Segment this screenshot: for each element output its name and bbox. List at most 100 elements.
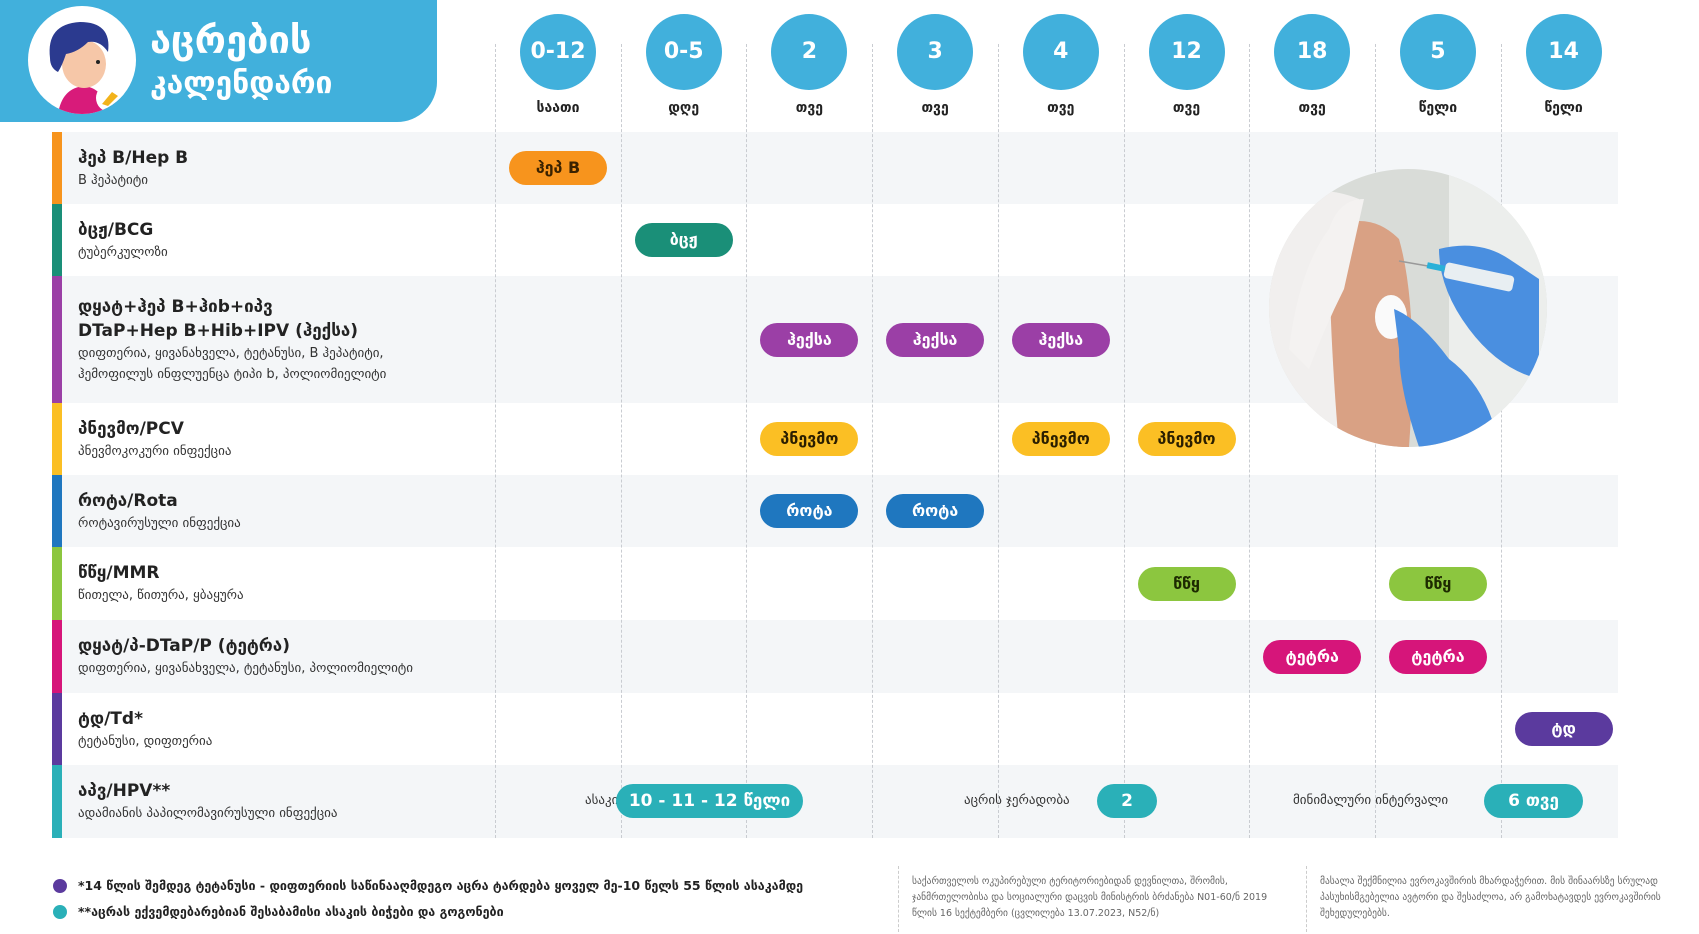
vaccine-description: ადამიანის პაპილომავირუსული ინფექცია — [78, 806, 338, 821]
age-unit-label: წელი — [1418, 100, 1458, 116]
age-value-badge: 3 — [897, 14, 974, 90]
vaccine-name: დყატ/პ-DTaP/P (ტეტრა) — [78, 636, 290, 656]
age-column-header: 12 თვე — [1124, 14, 1250, 116]
age-value-badge: 18 — [1274, 14, 1351, 90]
age-unit-label: თვე — [795, 100, 824, 116]
age-column-header: 14 წელი — [1501, 14, 1627, 116]
table-row: წწყ/MMR წითელა, წითურა, ყბაყურა — [52, 547, 1618, 620]
vaccine-dose-pill: ჰეპ B — [509, 151, 607, 185]
vaccine-description: წითელა, წითურა, ყბაყურა — [78, 588, 244, 603]
vaccine-name: როტა/Rota — [78, 490, 178, 511]
age-value-badge: 0-5 — [645, 14, 722, 90]
vaccine-dose-pill: პნევმო — [1011, 422, 1110, 456]
vaccine-name: ბცჟ/BCG — [78, 219, 154, 240]
table-row: ბცჟ/BCG ტუბერკულოზი — [52, 204, 1618, 276]
footnote-td: *14 წლის შემდეგ ტეტანუსი - დიფთერიის საწ… — [78, 878, 804, 893]
vaccine-name: DTaP+Hep B+Hib+IPV (ჰექსა) — [78, 320, 359, 341]
row-color-bar — [52, 403, 62, 475]
vaccine-name: დყატ+ჰეპ B+ჰიb+იპვ — [78, 296, 273, 317]
row-color-bar — [52, 765, 62, 838]
vaccine-description: დიფთერია, ყივანახველა, ტეტანუსი, B ჰეპატ… — [78, 345, 384, 361]
table-row: აპვ/HPV** ადამიანის პაპილომავირუსული ინფე… — [52, 765, 1618, 838]
age-column-header: 18 თვე — [1249, 14, 1375, 116]
age-value-badge: 14 — [1525, 14, 1602, 90]
column-divider — [495, 44, 496, 838]
row-color-bar — [52, 475, 62, 547]
vaccine-description: პნევმოკოკური ინფექცია — [78, 443, 232, 459]
age-column-header: 0-12 საათი — [495, 14, 621, 116]
hpv-age-pill: 10 - 11 - 12 წელი — [616, 784, 803, 818]
age-unit-label: წელი — [1544, 100, 1583, 116]
table-row: პნევმო/PCV პნევმოკოკური ინფექცია — [52, 403, 1618, 475]
vaccine-dose-pill: ჰექსა — [886, 322, 985, 357]
vaccine-dose-pill: ტეტრა — [1263, 639, 1362, 674]
age-value-badge: 12 — [1148, 14, 1225, 90]
vaccine-label: ტდ/Td* ტეტანუსი, დიფთერია — [78, 693, 498, 765]
vaccination-photo — [1269, 169, 1547, 447]
title-line-1: აცრების — [150, 18, 312, 62]
column-divider — [1123, 44, 1125, 838]
column-divider — [1249, 44, 1251, 838]
footnote-td-dot-icon — [53, 879, 67, 893]
age-column-header: 4 თვე — [998, 14, 1124, 116]
age-column-header: 0-5 დღე — [621, 14, 747, 116]
row-color-bar — [52, 132, 62, 204]
row-color-bar — [52, 204, 62, 276]
footer-divider — [1306, 866, 1307, 932]
column-divider — [872, 44, 874, 838]
vaccine-name: ტდ/Td* — [78, 708, 143, 729]
row-color-bar — [52, 276, 62, 403]
vaccine-dose-pill: ჰექსა — [1011, 322, 1110, 357]
age-column-header: 2 თვე — [746, 14, 872, 116]
page-title: აცრების კალენდარი — [150, 18, 332, 106]
vaccine-label: ბცჟ/BCG ტუბერკულოზი — [78, 204, 498, 276]
vaccine-description: ჰემოფილუს ინფლუენცა ტიპი b, პოლიომიელიტი — [78, 366, 387, 382]
hpv-interval-label: მინიმალური ინტერვალი — [1293, 793, 1449, 808]
vaccine-dose-pill: ტეტრა — [1388, 639, 1487, 674]
row-color-bar — [52, 547, 62, 620]
footer-divider — [898, 866, 899, 932]
vaccine-description: დიფთერია, ყივანახველა, ტეტანუსი, პოლიომი… — [78, 661, 414, 676]
age-value-badge: 4 — [1022, 14, 1099, 90]
vaccine-dose-pill: ბცჟ — [634, 223, 733, 257]
vaccine-dose-pill: პნევმო — [1137, 422, 1236, 456]
hpv-doses-pill: 2 — [1097, 784, 1157, 818]
header-banner: აცრების კალენდარი — [0, 0, 437, 122]
child-avatar-icon — [28, 6, 136, 114]
vaccine-dose-pill: პნევმო — [760, 422, 859, 456]
hpv-interval-pill: 6 თვე — [1484, 784, 1583, 818]
hpv-age-label: ასაკი — [585, 793, 619, 808]
row-color-bar — [52, 620, 62, 693]
vaccine-dose-pill: ტდ — [1514, 712, 1613, 746]
footnote-hpv: **აცრას ექვემდებარებიან შესაბამისი ასაკი… — [78, 904, 504, 919]
age-unit-label: საათი — [536, 100, 580, 116]
vaccine-label: პნევმო/PCV პნევმოკოკური ინფექცია — [78, 403, 498, 475]
vaccine-label: როტა/Rota როტავირუსული ინფექცია — [78, 475, 498, 547]
column-divider — [746, 44, 748, 838]
vaccine-dose-pill: წწყ — [1388, 566, 1487, 601]
vaccine-description: ტუბერკულოზი — [78, 244, 168, 260]
age-unit-label: თვე — [1047, 100, 1075, 116]
vaccine-label: ჰეპ B/Hep B B ჰეპატიტი — [78, 132, 498, 204]
vaccine-description: როტავირუსული ინფექცია — [78, 515, 241, 531]
legal-reference: საქართველოს ოკუპირებული ტერიტორიებიდან დ… — [912, 876, 1268, 919]
vaccine-label: აპვ/HPV** ადამიანის პაპილომავირუსული ინფე… — [78, 765, 498, 838]
column-divider — [1500, 44, 1502, 838]
footnote-hpv-dot-icon — [53, 905, 67, 919]
age-column-header: 3 თვე — [872, 14, 998, 116]
vaccine-dose-pill: ჰექსა — [760, 322, 859, 357]
vaccine-dose-pill: წწყ — [1137, 566, 1236, 601]
vaccine-dose-pill: როტა — [886, 494, 985, 528]
vaccine-name: წწყ/MMR — [78, 563, 160, 583]
row-color-bar — [52, 693, 62, 765]
vaccine-dose-pill: როტა — [760, 494, 859, 528]
vaccine-label: წწყ/MMR წითელა, წითურა, ყბაყურა — [78, 547, 498, 620]
vaccine-description: ტეტანუსი, დიფთერია — [78, 733, 213, 749]
hpv-doses-label: აცრის ჯერადობა — [964, 793, 1070, 808]
age-column-header: 5 წელი — [1375, 14, 1501, 116]
column-divider — [620, 44, 622, 838]
table-row: დყატ/პ-DTaP/P (ტეტრა) დიფთერია, ყივანახვე… — [52, 620, 1618, 693]
vaccine-name: ჰეპ B/Hep B — [78, 147, 189, 168]
age-value-badge: 0-12 — [520, 14, 596, 90]
age-unit-label: დღე — [668, 100, 700, 116]
